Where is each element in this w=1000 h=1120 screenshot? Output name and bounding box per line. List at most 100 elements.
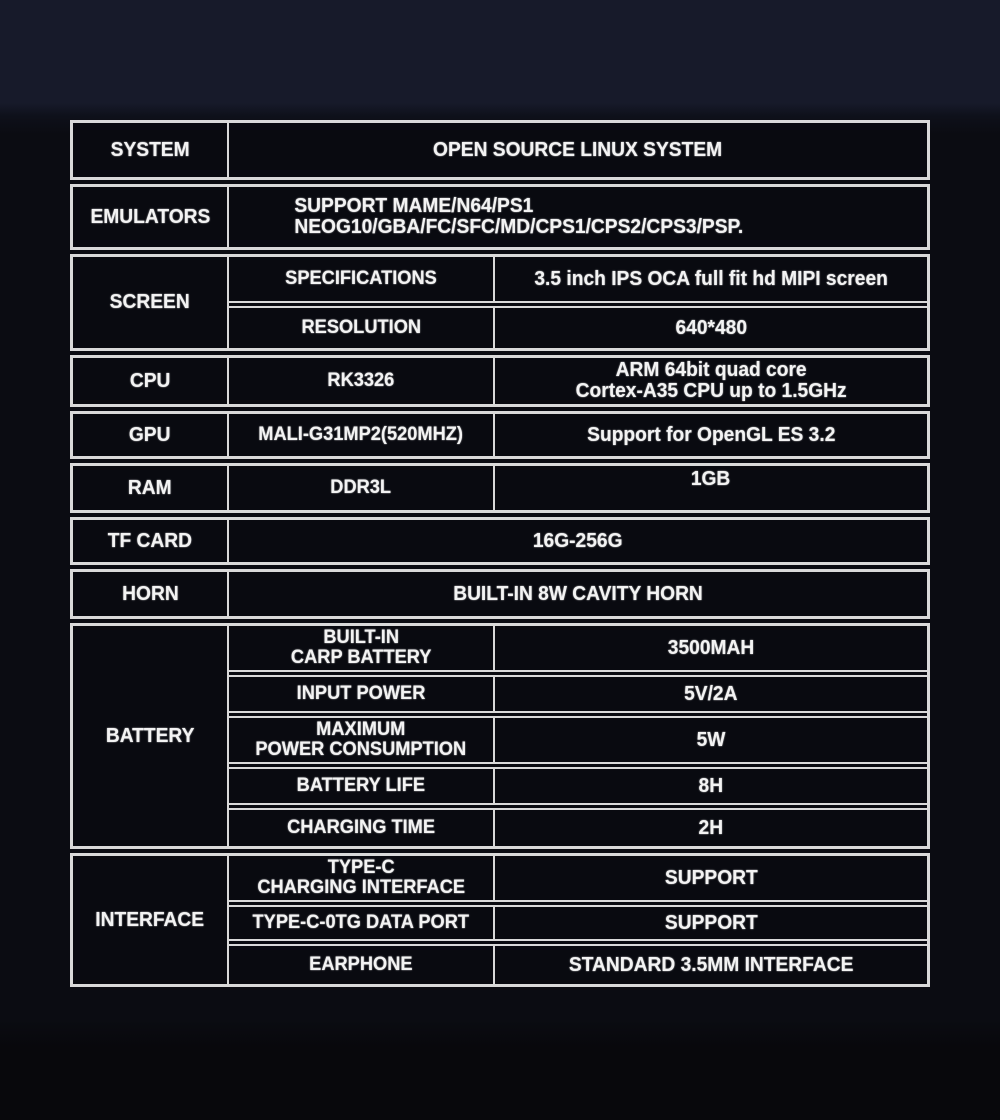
spec-key: BUILT-IN CARP BATTERY (290, 627, 432, 668)
spec-section-tf-card: TF CARD 16G-256G (70, 517, 930, 565)
section-rows: DDR3L 1GB (229, 466, 927, 510)
table-row: BUILT-IN CARP BATTERY 3500MAH (229, 626, 927, 672)
table-row: INPUT POWER 5V/2A (229, 675, 927, 713)
table-row: SUPPORT MAME/N64/PS1 NEOG10/GBA/FC/SFC/M… (229, 187, 927, 247)
section-label: EMULATORS (90, 205, 210, 228)
spec-section-interface: INTERFACE TYPE-C CHARGING INTERFACE SUPPOR… (70, 853, 930, 987)
table-row: 16G-256G (229, 520, 927, 562)
spec-value-cell: 5W (495, 718, 927, 762)
section-label-cell: BATTERY (73, 626, 229, 846)
spec-value-cell: ARM 64bit quad core Cortex-A35 CPU up to… (495, 358, 927, 404)
spec-key-cell: EARPHONE (229, 946, 495, 984)
spec-value: SUPPORT MAME/N64/PS1 NEOG10/GBA/FC/SFC/M… (294, 195, 744, 238)
spec-value: ARM 64bit quad core Cortex-A35 CPU up to… (575, 359, 847, 402)
spec-key: TYPE-C CHARGING INTERFACE (257, 857, 465, 898)
spec-value-cell: STANDARD 3.5MM INTERFACE (495, 946, 927, 984)
spec-value-cell: 1GB (495, 466, 927, 510)
spec-section-gpu: GPU MALI-G31MP2(520MHZ) Support for OpenGL… (70, 411, 930, 459)
spec-section-ram: RAM DDR3L 1GB (70, 463, 930, 513)
table-row: TYPE-C-0TG DATA PORT SUPPORT (229, 905, 927, 941)
spec-key: EARPHONE (309, 954, 413, 975)
spec-value-cell: 8H (495, 769, 927, 803)
table-row: OPEN SOURCE LINUX SYSTEM (229, 123, 927, 177)
spec-section-screen: SCREEN SPECIFICATIONS 3.5 inch IPS OCA ful… (70, 254, 930, 351)
spec-key: SPECIFICATIONS (285, 268, 437, 289)
section-rows: TYPE-C CHARGING INTERFACE SUPPORT TYPE-C-0… (229, 856, 927, 984)
table-row: MALI-G31MP2(520MHZ) Support for OpenGL ES… (229, 414, 927, 456)
spec-value: 5W (696, 728, 726, 751)
spec-value-cell: 5V/2A (495, 677, 927, 711)
spec-key-cell: DDR3L (229, 466, 495, 510)
spec-value: STANDARD 3.5MM INTERFACE (568, 953, 854, 976)
spec-value: SUPPORT (664, 911, 758, 934)
section-label: TF CARD (107, 529, 193, 552)
table-row: RESOLUTION 640*480 (229, 306, 927, 348)
spec-value: 5V/2A (684, 682, 738, 705)
section-rows: BUILT-IN CARP BATTERY 3500MAH INPUT POWER 5… (229, 626, 927, 846)
section-label-cell: RAM (73, 466, 229, 510)
section-label-cell: INTERFACE (73, 856, 229, 984)
spec-key: CHARGING TIME (287, 817, 435, 838)
table-row: EARPHONE STANDARD 3.5MM INTERFACE (229, 944, 927, 984)
section-label: INTERFACE (95, 908, 205, 931)
spec-value-cell: BUILT-IN 8W CAVITY HORN (229, 572, 927, 616)
spec-value: SUPPORT (664, 866, 758, 889)
spec-section-battery: BATTERY BUILT-IN CARP BATTERY 3500MAH INPUT… (70, 623, 930, 849)
section-rows: RK3326 ARM 64bit quad core Cortex-A35 CPU… (229, 358, 927, 404)
spec-value-cell: 3500MAH (495, 626, 927, 670)
spec-key-cell: INPUT POWER (229, 677, 495, 711)
spec-value-cell: Support for OpenGL ES 3.2 (495, 414, 927, 456)
spec-key-cell: BUILT-IN CARP BATTERY (229, 626, 495, 670)
spec-key-cell: RESOLUTION (229, 308, 495, 348)
spec-value-cell: 3.5 inch IPS OCA full fit hd MIPI screen (495, 257, 927, 301)
spec-value: Support for OpenGL ES 3.2 (586, 423, 836, 446)
section-label-cell: GPU (73, 414, 229, 456)
section-rows: BUILT-IN 8W CAVITY HORN (229, 572, 927, 616)
spec-value: OPEN SOURCE LINUX SYSTEM (433, 138, 723, 161)
table-row: CHARGING TIME 2H (229, 808, 927, 846)
spec-value: 8H (698, 774, 724, 797)
spec-value-cell: SUPPORT (495, 856, 927, 900)
spec-key: RESOLUTION (301, 317, 421, 338)
section-label: CPU (129, 369, 171, 392)
spec-value-cell: 640*480 (495, 308, 927, 348)
section-label-cell: TF CARD (73, 520, 229, 562)
spec-key: DDR3L (330, 477, 392, 498)
spec-value: 3500MAH (667, 636, 755, 659)
spec-key-cell: CHARGING TIME (229, 810, 495, 846)
table-row: TYPE-C CHARGING INTERFACE SUPPORT (229, 856, 927, 902)
section-label: BATTERY (105, 724, 195, 747)
spec-section-system: SYSTEM OPEN SOURCE LINUX SYSTEM (70, 120, 930, 180)
spec-key: MAXIMUM POWER CONSUMPTION (255, 719, 467, 760)
spec-section-horn: HORN BUILT-IN 8W CAVITY HORN (70, 569, 930, 619)
spec-value: 3.5 inch IPS OCA full fit hd MIPI screen (534, 267, 888, 290)
table-row: BUILT-IN 8W CAVITY HORN (229, 572, 927, 616)
spec-value: BUILT-IN 8W CAVITY HORN (453, 582, 703, 605)
section-label-cell: SCREEN (73, 257, 229, 348)
spec-value: 16G-256G (533, 529, 623, 552)
spec-key: INPUT POWER (296, 683, 426, 704)
spec-key-cell: TYPE-C-0TG DATA PORT (229, 907, 495, 939)
spec-value-cell: SUPPORT MAME/N64/PS1 NEOG10/GBA/FC/SFC/M… (229, 187, 927, 247)
table-row: SPECIFICATIONS 3.5 inch IPS OCA full fit … (229, 257, 927, 303)
spec-key-cell: TYPE-C CHARGING INTERFACE (229, 856, 495, 900)
section-rows: SPECIFICATIONS 3.5 inch IPS OCA full fit … (229, 257, 927, 348)
spec-key-cell: SPECIFICATIONS (229, 257, 495, 301)
table-row: BATTERY LIFE 8H (229, 767, 927, 805)
section-label: SCREEN (109, 291, 191, 313)
spec-value: 640*480 (675, 316, 747, 339)
table-row: MAXIMUM POWER CONSUMPTION 5W (229, 716, 927, 764)
spec-key-cell: MAXIMUM POWER CONSUMPTION (229, 718, 495, 762)
section-rows: MALI-G31MP2(520MHZ) Support for OpenGL ES… (229, 414, 927, 456)
spec-key: BATTERY LIFE (296, 775, 426, 796)
spec-section-emulators: EMULATORS SUPPORT MAME/N64/PS1 NEOG10/GBA… (70, 184, 930, 250)
spec-key-cell: BATTERY LIFE (229, 769, 495, 803)
section-rows: SUPPORT MAME/N64/PS1 NEOG10/GBA/FC/SFC/M… (229, 187, 927, 247)
section-label: GPU (129, 423, 171, 446)
table-row: RK3326 ARM 64bit quad core Cortex-A35 CPU… (229, 358, 927, 404)
section-rows: 16G-256G (229, 520, 927, 562)
section-rows: OPEN SOURCE LINUX SYSTEM (229, 123, 927, 177)
section-label-cell: SYSTEM (73, 123, 229, 177)
spec-value-cell: SUPPORT (495, 907, 927, 939)
spec-value-cell: 2H (495, 810, 927, 846)
